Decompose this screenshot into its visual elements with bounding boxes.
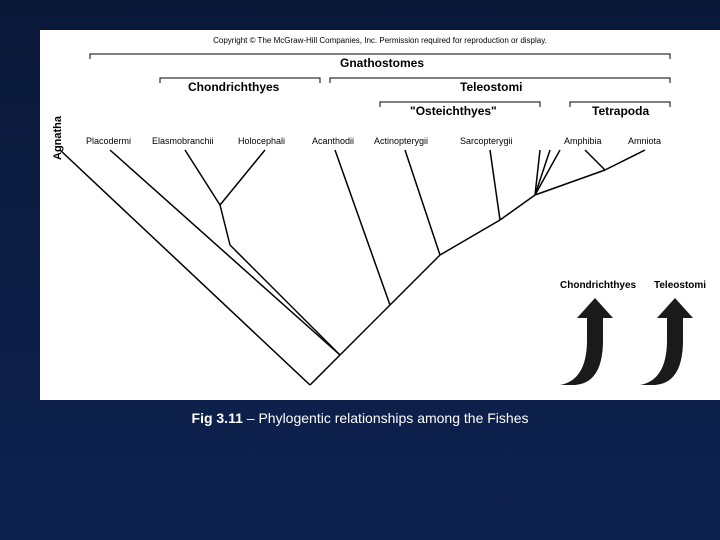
figure-caption: Fig 3.11 – Phylogentic relationships amo… (0, 410, 720, 426)
figure-panel: Copyright © The McGraw-Hill Companies, I… (40, 30, 720, 400)
cladogram-tree (40, 30, 720, 400)
caption-text: – Phylogentic relationships among the Fi… (243, 410, 529, 426)
caption-fig-number: Fig 3.11 (192, 410, 243, 426)
